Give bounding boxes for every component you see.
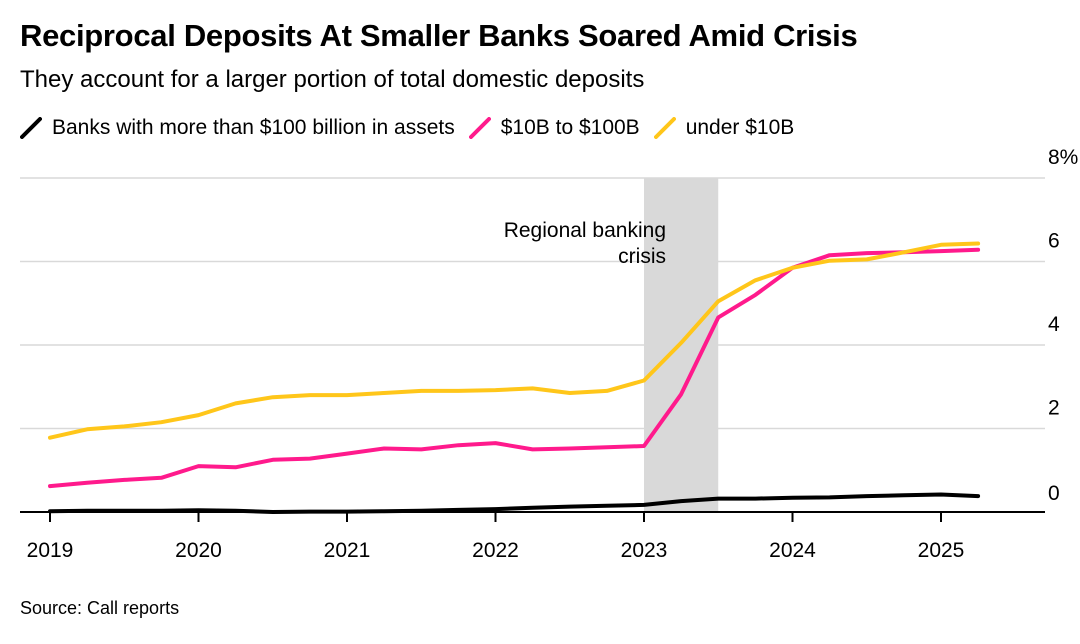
series-line-small <box>50 244 978 438</box>
x-tick-label-2024: 2024 <box>769 539 816 562</box>
x-tick-label-2020: 2020 <box>175 539 222 562</box>
annotation-text-1: crisis <box>618 245 666 268</box>
source-note: Source: Call reports <box>20 598 179 619</box>
y-tick-label-0: 0 <box>1048 482 1060 505</box>
y-tick-label-6: 6 <box>1048 230 1060 253</box>
annotation-text-0: Regional banking <box>504 219 666 242</box>
series-line-mid <box>50 250 978 486</box>
x-tick-label-2025: 2025 <box>918 539 965 562</box>
x-tick-label-2021: 2021 <box>324 539 371 562</box>
x-tick-label-2022: 2022 <box>472 539 519 562</box>
y-tick-label-4: 4 <box>1048 313 1060 336</box>
x-tick-label-2019: 2019 <box>27 539 74 562</box>
series-line-large <box>50 495 978 513</box>
y-tick-label-2: 2 <box>1048 397 1060 420</box>
y-tick-label-8: 8% <box>1048 146 1078 169</box>
x-tick-label-2023: 2023 <box>621 539 668 562</box>
